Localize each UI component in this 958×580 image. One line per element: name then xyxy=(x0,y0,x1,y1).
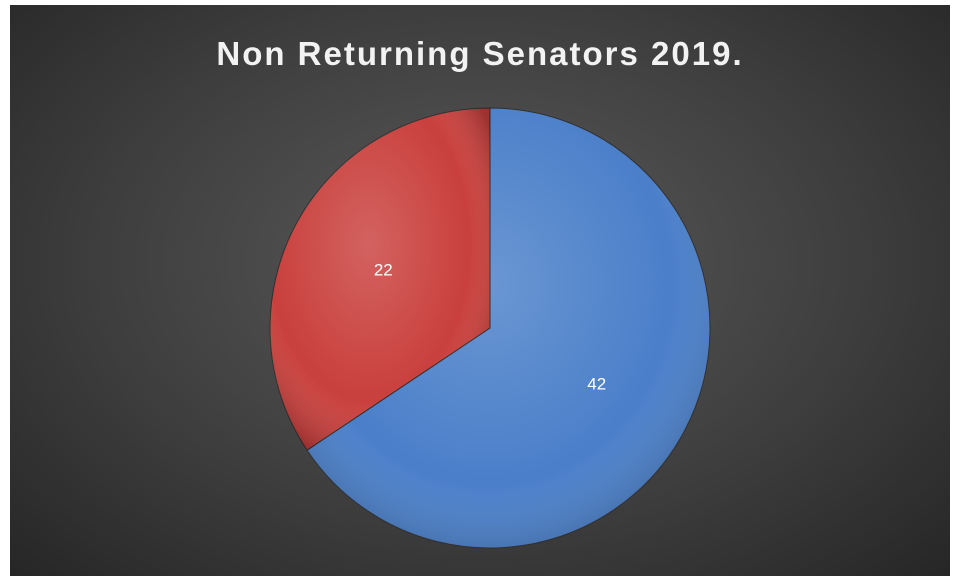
data-label-42: 42 xyxy=(587,375,606,394)
pie-slice-shading xyxy=(307,108,710,548)
chart-area: Non Returning Senators 2019. 42 22 xyxy=(10,5,950,576)
pie-slice-shading xyxy=(270,108,490,451)
chart-title: Non Returning Senators 2019. xyxy=(216,35,744,72)
data-label-22: 22 xyxy=(374,260,393,279)
pie-chart: 42 22 xyxy=(269,107,711,549)
